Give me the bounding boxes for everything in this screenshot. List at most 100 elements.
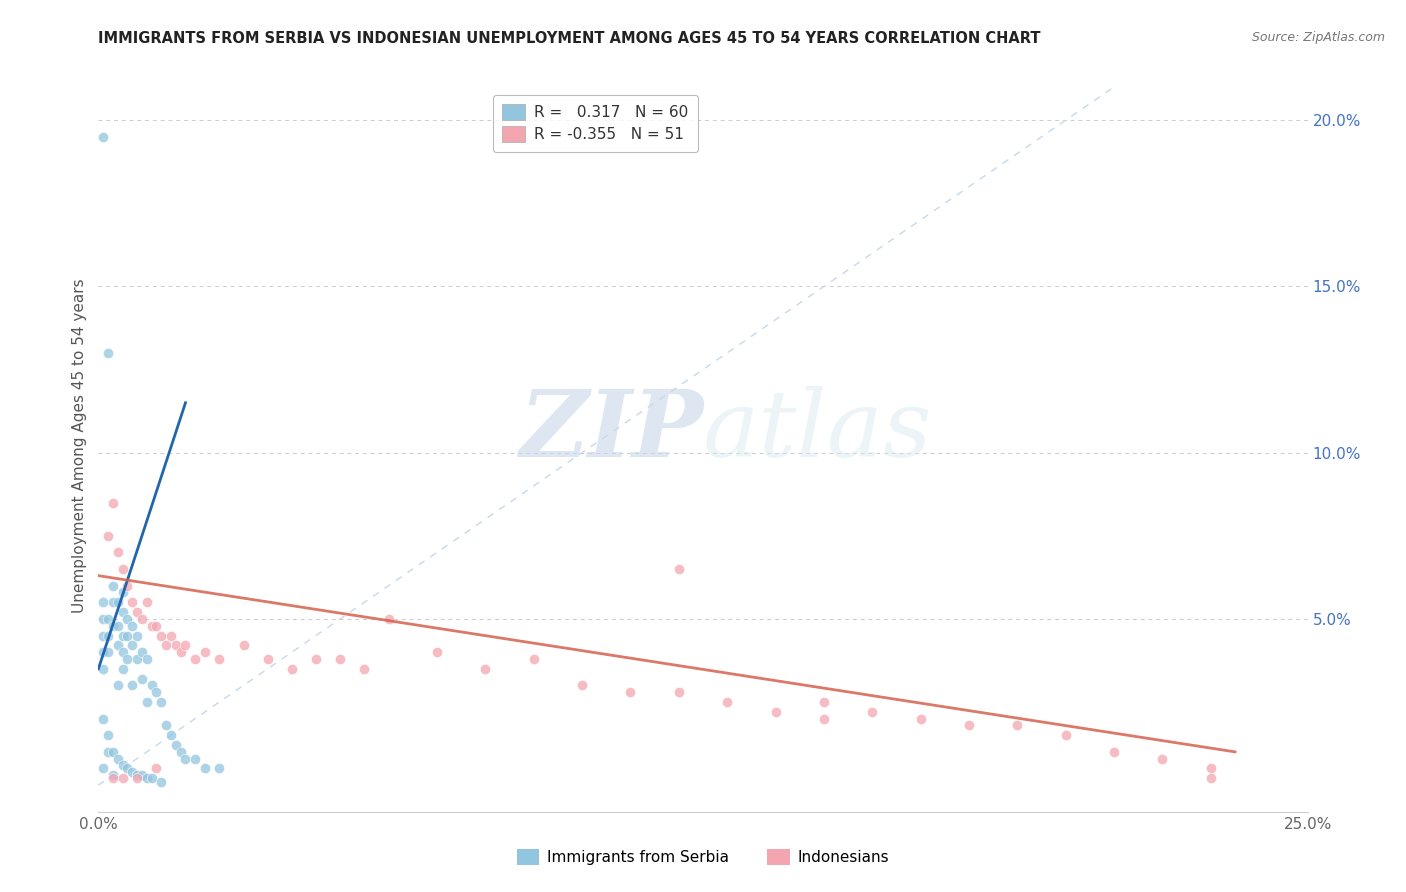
Point <box>121 618 143 632</box>
Point <box>174 751 197 765</box>
Point <box>160 728 183 742</box>
Point <box>184 751 207 765</box>
Point <box>121 595 143 609</box>
Point <box>101 579 124 593</box>
Point <box>426 645 449 659</box>
Point <box>174 639 197 653</box>
Point <box>111 662 134 676</box>
Point <box>91 628 114 642</box>
Point <box>97 612 120 626</box>
Point <box>117 612 139 626</box>
Point <box>91 712 114 726</box>
Point <box>668 562 690 576</box>
Text: IMMIGRANTS FROM SERBIA VS INDONESIAN UNEMPLOYMENT AMONG AGES 45 TO 54 YEARS CORR: IMMIGRANTS FROM SERBIA VS INDONESIAN UNE… <box>98 31 1040 46</box>
Point <box>145 762 167 776</box>
Point <box>131 645 153 659</box>
Point <box>523 652 546 666</box>
Point <box>111 772 134 786</box>
Point <box>91 129 114 144</box>
Point <box>1007 718 1029 732</box>
Point <box>1102 745 1125 759</box>
Point <box>127 772 149 786</box>
Point <box>150 628 173 642</box>
Point <box>101 772 124 786</box>
Point <box>571 678 593 692</box>
Point <box>131 612 153 626</box>
Point <box>107 545 129 559</box>
Point <box>117 579 139 593</box>
Point <box>910 712 932 726</box>
Point <box>716 695 738 709</box>
Point <box>208 652 231 666</box>
Text: ZIP: ZIP <box>519 386 703 476</box>
Point <box>305 652 328 666</box>
Legend: Immigrants from Serbia, Indonesians: Immigrants from Serbia, Indonesians <box>510 843 896 871</box>
Point <box>97 645 120 659</box>
Point <box>232 639 254 653</box>
Point <box>117 762 139 776</box>
Point <box>619 685 641 699</box>
Point <box>131 768 153 782</box>
Point <box>101 595 124 609</box>
Point <box>150 774 173 789</box>
Point <box>1199 762 1222 776</box>
Point <box>107 751 129 765</box>
Point <box>765 705 787 719</box>
Point <box>121 678 143 692</box>
Point <box>957 718 980 732</box>
Point <box>256 652 278 666</box>
Point <box>135 595 157 609</box>
Point <box>155 718 177 732</box>
Point <box>97 728 120 742</box>
Y-axis label: Unemployment Among Ages 45 to 54 years: Unemployment Among Ages 45 to 54 years <box>72 278 87 614</box>
Point <box>127 605 149 619</box>
Point <box>111 605 134 619</box>
Point <box>141 618 163 632</box>
Point <box>111 758 134 772</box>
Point <box>121 639 143 653</box>
Point <box>1199 772 1222 786</box>
Point <box>135 652 157 666</box>
Point <box>377 612 399 626</box>
Point <box>107 678 129 692</box>
Point <box>117 652 139 666</box>
Point <box>127 652 149 666</box>
Point <box>101 768 124 782</box>
Point <box>194 762 217 776</box>
Point <box>127 768 149 782</box>
Point <box>165 639 187 653</box>
Point <box>111 628 134 642</box>
Point <box>131 672 153 686</box>
Point <box>813 695 835 709</box>
Point <box>165 738 187 752</box>
Point <box>101 618 124 632</box>
Point <box>160 628 183 642</box>
Point <box>91 595 114 609</box>
Point <box>101 495 124 509</box>
Point <box>184 652 207 666</box>
Point <box>121 764 143 779</box>
Point <box>474 662 496 676</box>
Point <box>97 346 120 360</box>
Point <box>101 745 124 759</box>
Point <box>91 762 114 776</box>
Text: atlas: atlas <box>703 386 932 476</box>
Point <box>813 712 835 726</box>
Point <box>91 662 114 676</box>
Point <box>668 685 690 699</box>
Point <box>329 652 352 666</box>
Point <box>127 628 149 642</box>
Point <box>150 695 173 709</box>
Point <box>91 612 114 626</box>
Point <box>91 645 114 659</box>
Point <box>135 695 157 709</box>
Point <box>135 772 157 786</box>
Point <box>1152 751 1174 765</box>
Point <box>169 745 191 759</box>
Point <box>107 618 129 632</box>
Point <box>111 645 134 659</box>
Point <box>169 645 191 659</box>
Point <box>141 772 163 786</box>
Point <box>97 628 120 642</box>
Point <box>97 745 120 759</box>
